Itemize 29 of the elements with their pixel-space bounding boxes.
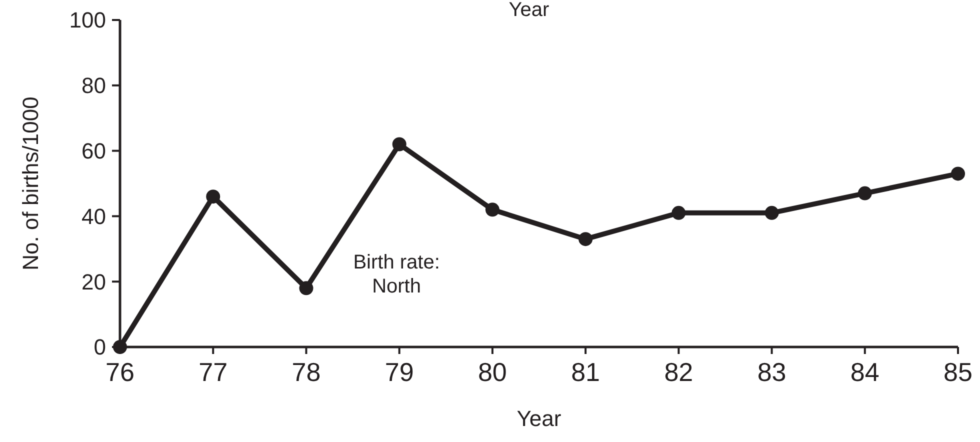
annotation: Birth rate: North [353,252,440,298]
point [858,186,872,200]
x-tick-label: 83 [757,357,786,387]
x-tick-label: 81 [571,357,600,387]
x-tick-label: 82 [664,357,694,387]
point [206,190,220,204]
x-tick-label: 79 [384,357,414,387]
y-tick-label: 60 [82,138,106,164]
x-axis-title: Year [516,406,562,431]
annotation: Year [508,0,550,21]
y-tick-label: 20 [82,269,106,294]
point [672,206,686,220]
x-tick-label: 76 [106,357,134,387]
point [951,166,965,181]
point [392,137,406,152]
point [578,232,593,246]
point [764,206,779,220]
y-tick-label: 100 [69,8,106,33]
y-axis-title: No. of births/1000 [18,96,43,270]
x-tick-label: 85 [944,357,972,387]
x-tick-label: 84 [850,357,880,387]
y-tick-label: 40 [82,204,106,229]
x-tick-label: 78 [292,357,321,387]
y-tick-label: 0 [94,334,106,360]
x-tick-label: 77 [198,357,228,387]
point [299,281,314,296]
x-tick-label: 80 [478,357,507,387]
point [485,202,500,217]
y-tick-label: 80 [82,73,106,98]
